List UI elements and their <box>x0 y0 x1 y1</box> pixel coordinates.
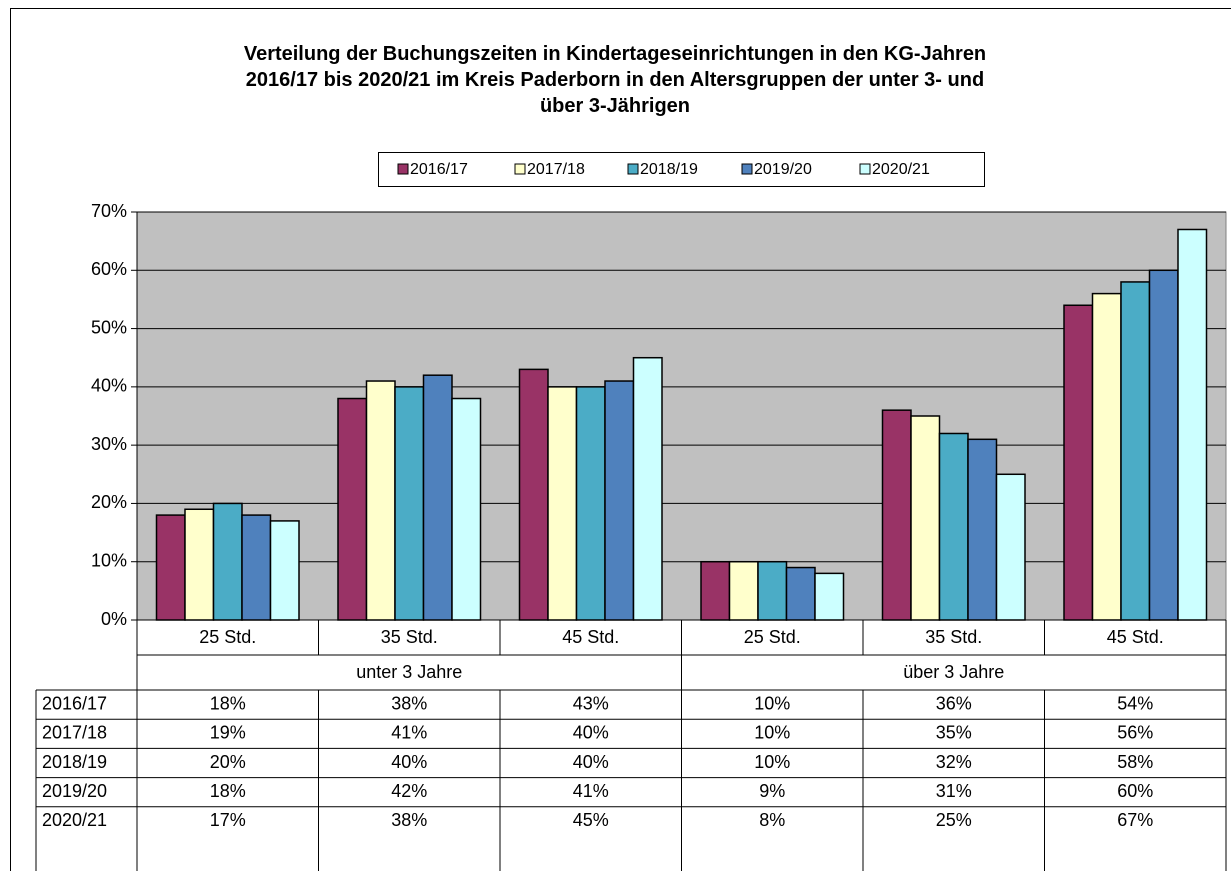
table-cell: 38% <box>391 693 427 713</box>
group-label: über 3 Jahre <box>903 662 1004 682</box>
table-cell: 35% <box>936 723 972 743</box>
table-cell: 18% <box>210 693 246 713</box>
bar <box>422 374 453 621</box>
table-cell: 10% <box>754 723 790 743</box>
table-cell: 36% <box>936 693 972 713</box>
row-label: 2016/17 <box>42 693 107 713</box>
bar <box>184 508 215 621</box>
legend-label: 2018/19 <box>640 161 698 178</box>
bar <box>995 473 1026 621</box>
table-cell: 31% <box>936 781 972 801</box>
bar <box>1063 304 1094 621</box>
table-cell: 40% <box>573 752 609 772</box>
x-tick-label: 25 Std. <box>744 627 801 647</box>
bar <box>632 356 663 621</box>
table-cell: 25% <box>936 810 972 830</box>
table-cell: 42% <box>391 781 427 801</box>
table-cell: 10% <box>754 693 790 713</box>
bar <box>967 438 998 621</box>
bar <box>881 409 912 621</box>
plot-area <box>136 211 1227 621</box>
bar <box>757 560 788 621</box>
legend-label: 2017/18 <box>527 161 585 178</box>
bar <box>1091 292 1122 621</box>
x-tick-label: 25 Std. <box>199 627 256 647</box>
table-cell: 43% <box>573 693 609 713</box>
legend-swatch <box>627 163 639 175</box>
row-label: 2018/19 <box>42 752 107 772</box>
table-cell: 10% <box>754 752 790 772</box>
table-cell: 38% <box>391 810 427 830</box>
legend-label: 2016/17 <box>410 161 468 178</box>
table-cell: 41% <box>391 723 427 743</box>
x-tick-label: 45 Std. <box>1107 627 1164 647</box>
table-cell: 45% <box>573 810 609 830</box>
row-label: 2019/20 <box>42 781 107 801</box>
bar <box>785 566 816 621</box>
legend-label: 2020/21 <box>872 161 930 178</box>
bar <box>1148 269 1179 621</box>
legend-label: 2019/20 <box>754 161 812 178</box>
table-cell: 17% <box>210 810 246 830</box>
bar <box>394 386 425 621</box>
table-cell: 58% <box>1117 752 1153 772</box>
legend-swatch <box>859 163 871 175</box>
bar <box>604 380 635 621</box>
table-cell: 20% <box>210 752 246 772</box>
bar <box>155 514 186 621</box>
bar <box>451 397 482 621</box>
bar <box>269 520 300 621</box>
bar <box>518 368 549 621</box>
y-tick-label: 20% <box>91 492 127 512</box>
table-cell: 67% <box>1117 810 1153 830</box>
table-cell: 9% <box>759 781 785 801</box>
table-cell: 60% <box>1117 781 1153 801</box>
chart-title: Verteilung der Buchungszeiten in Kindert… <box>244 43 986 117</box>
y-tick-label: 60% <box>91 259 127 279</box>
y-tick-label: 30% <box>91 434 127 454</box>
table-cell: 19% <box>210 723 246 743</box>
row-label: 2020/21 <box>42 810 107 830</box>
table-cell: 40% <box>573 723 609 743</box>
bar <box>1120 281 1151 621</box>
bar <box>938 432 969 621</box>
bar <box>728 560 759 621</box>
legend-swatch <box>514 163 526 175</box>
bar <box>365 380 396 621</box>
y-tick-label: 70% <box>91 201 127 221</box>
x-tick-label: 35 Std. <box>925 627 982 647</box>
bar <box>337 397 368 621</box>
legend-swatch <box>397 163 409 175</box>
table-cell: 18% <box>210 781 246 801</box>
bar <box>212 502 243 621</box>
y-tick-label: 50% <box>91 317 127 337</box>
x-tick-label: 35 Std. <box>381 627 438 647</box>
y-tick-label: 10% <box>91 550 127 570</box>
table-cell: 8% <box>759 810 785 830</box>
table-cell: 32% <box>936 752 972 772</box>
y-tick-label: 0% <box>101 609 127 629</box>
bar <box>575 386 606 621</box>
bar <box>1177 228 1208 621</box>
bar <box>241 514 272 621</box>
table-cell: 54% <box>1117 693 1153 713</box>
table-cell: 41% <box>573 781 609 801</box>
table-cell: 40% <box>391 752 427 772</box>
row-label: 2017/18 <box>42 723 107 743</box>
legend-box <box>378 152 985 187</box>
legend-swatch <box>741 163 753 175</box>
bar <box>547 386 578 621</box>
x-tick-label: 45 Std. <box>562 627 619 647</box>
table-cell: 56% <box>1117 723 1153 743</box>
y-tick-label: 40% <box>91 376 127 396</box>
bar <box>910 415 941 621</box>
group-label: unter 3 Jahre <box>356 662 462 682</box>
bar <box>814 572 845 621</box>
bar <box>700 560 731 621</box>
